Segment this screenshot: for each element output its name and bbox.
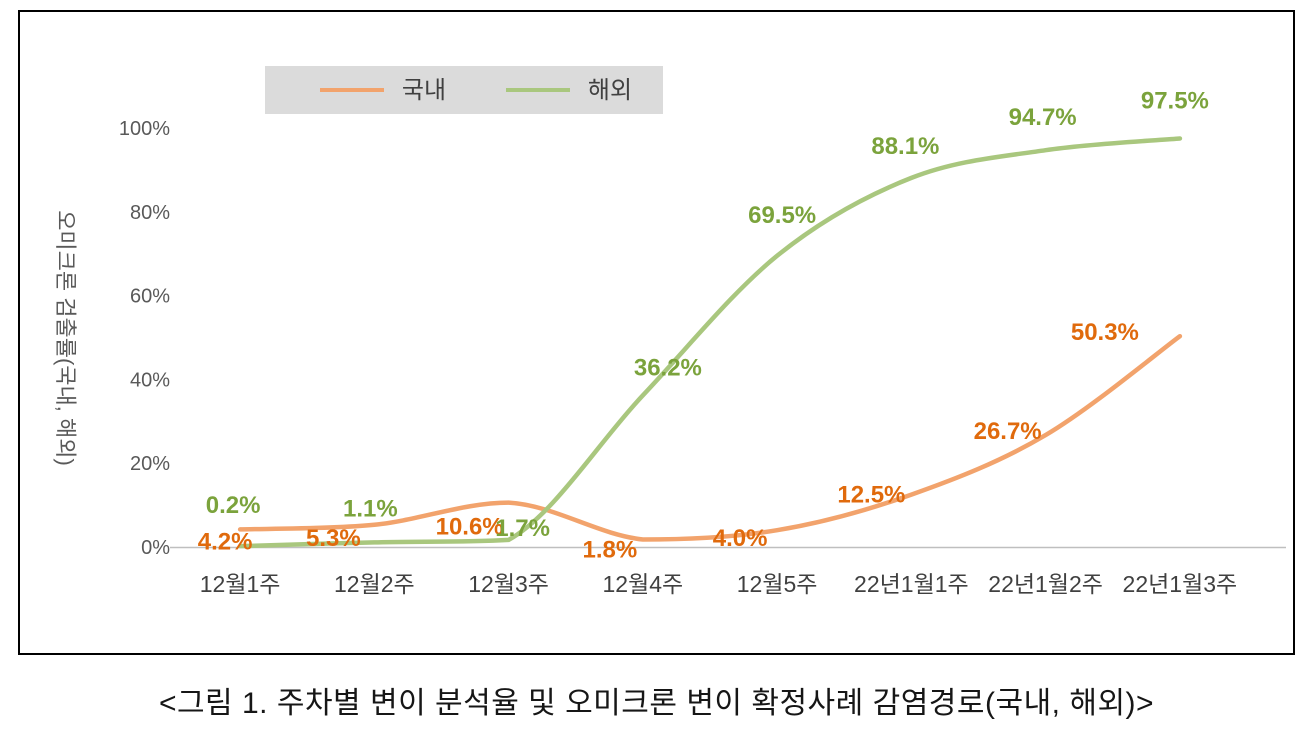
series-line-overseas	[237, 136, 1183, 549]
y-tick-label: 100%	[119, 118, 170, 140]
data-label-overseas: 97.5%	[1141, 87, 1209, 114]
data-label-overseas: 1.1%	[343, 495, 398, 522]
data-label-domestic: 10.6%	[436, 514, 504, 541]
data-label-domestic: 1.8%	[583, 536, 638, 563]
y-tick-label: 20%	[130, 453, 170, 475]
data-label-domestic: 4.0%	[713, 525, 768, 552]
y-tick-label: 0%	[141, 537, 170, 559]
data-label-domestic: 5.3%	[306, 525, 361, 552]
x-tick-label: 22년1월2주	[988, 571, 1103, 597]
data-label-domestic: 26.7%	[974, 418, 1042, 445]
x-tick-label: 12월4주	[603, 571, 684, 597]
data-label-domestic: 50.3%	[1071, 319, 1139, 346]
series-line-domestic	[237, 333, 1183, 542]
figure-caption: <그림 1. 주차별 변이 분석율 및 오미크론 변이 확정사례 감염경로(국내…	[158, 687, 1155, 720]
data-label-overseas: 36.2%	[634, 354, 702, 381]
data-label-domestic: 4.2%	[198, 528, 253, 555]
legend-label-domestic: 국내	[402, 77, 446, 104]
data-label-overseas: 1.7%	[495, 515, 550, 542]
x-tick-label: 12월1주	[200, 571, 281, 597]
x-tick-label: 22년1월3주	[1123, 571, 1238, 597]
x-tick-label: 12월3주	[468, 571, 549, 597]
data-label-overseas: 88.1%	[871, 133, 939, 160]
chart-frame: 0% 20% 40% 60% 80% 100% 오미크론 검출률(국내, 해외) 12월1주 1…	[18, 10, 1295, 655]
x-tick-label: 12월2주	[334, 571, 415, 597]
x-tick-label: 12월5주	[737, 571, 818, 597]
data-label-domestic: 12.5%	[837, 482, 905, 509]
omicron-line-chart: 0% 20% 40% 60% 80% 100% 오미크론 검출률(국내, 해외) 12월1주 1…	[53, 66, 1286, 597]
data-label-overseas: 0.2%	[206, 492, 261, 519]
x-tick-label: 22년1월1주	[854, 571, 969, 597]
y-tick-label: 80%	[130, 202, 170, 224]
legend-label-overseas: 해외	[588, 77, 632, 104]
y-tick-label: 60%	[130, 286, 170, 308]
y-tick-label: 40%	[130, 369, 170, 391]
data-label-overseas: 69.5%	[748, 202, 816, 229]
y-axis-title: 오미크론 검출률(국내, 해외)	[53, 210, 78, 466]
data-label-overseas: 94.7%	[1009, 104, 1077, 131]
